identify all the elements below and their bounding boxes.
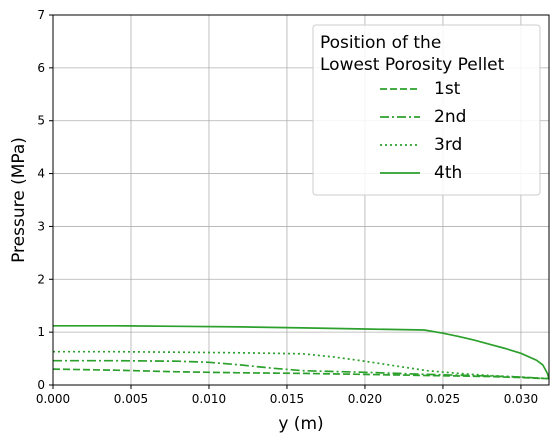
y-tick-label: 0 bbox=[37, 378, 45, 392]
x-tick-label: 0.010 bbox=[192, 392, 226, 406]
legend-label-4th: 4th bbox=[434, 163, 462, 183]
x-tick-label: 0.025 bbox=[426, 392, 460, 406]
legend-box bbox=[312, 24, 541, 196]
x-tick-label: 0.030 bbox=[504, 392, 538, 406]
y-axis-label: Pressure (MPa) bbox=[9, 137, 29, 263]
y-tick-label: 5 bbox=[37, 114, 45, 128]
legend-label-1st: 1st bbox=[434, 79, 461, 99]
x-tick-label: 0.000 bbox=[36, 392, 70, 406]
y-axis-ticks: 0 1 2 3 4 5 6 7 bbox=[37, 8, 53, 392]
series-line-1st bbox=[52, 368, 550, 380]
y-tick-label: 6 bbox=[37, 61, 45, 75]
legend-label-3rd: 3rd bbox=[434, 135, 462, 155]
legend-title-line-2: Lowest Porosity Pellet bbox=[320, 55, 505, 75]
legend-entries: 1st 2nd 3rd 4th bbox=[380, 79, 466, 183]
y-tick-label: 3 bbox=[37, 219, 45, 233]
x-tick-label: 0.005 bbox=[114, 392, 148, 406]
plot-frame bbox=[52, 14, 550, 386]
y-tick-label: 4 bbox=[37, 167, 45, 181]
series-line-3rd bbox=[53, 350, 550, 380]
x-tick-label: 0.020 bbox=[348, 392, 382, 406]
y-tick-label: 1 bbox=[37, 325, 45, 339]
x-axis-ticks: 0.000 0.005 0.010 0.015 0.020 0.025 0.030 bbox=[36, 385, 538, 406]
legend: Position of the Lowest Porosity Pellet 1… bbox=[312, 24, 541, 196]
x-axis-label: y (m) bbox=[278, 414, 323, 434]
series-lines bbox=[52, 324, 550, 380]
legend-label-2nd: 2nd bbox=[434, 107, 466, 127]
y-tick-label: 7 bbox=[37, 8, 45, 22]
legend-title-line-1: Position of the bbox=[320, 33, 441, 53]
series-line-4th bbox=[53, 324, 550, 379]
y-tick-label: 2 bbox=[37, 272, 45, 286]
series-line-2nd bbox=[53, 359, 550, 380]
x-tick-label: 0.015 bbox=[270, 392, 304, 406]
